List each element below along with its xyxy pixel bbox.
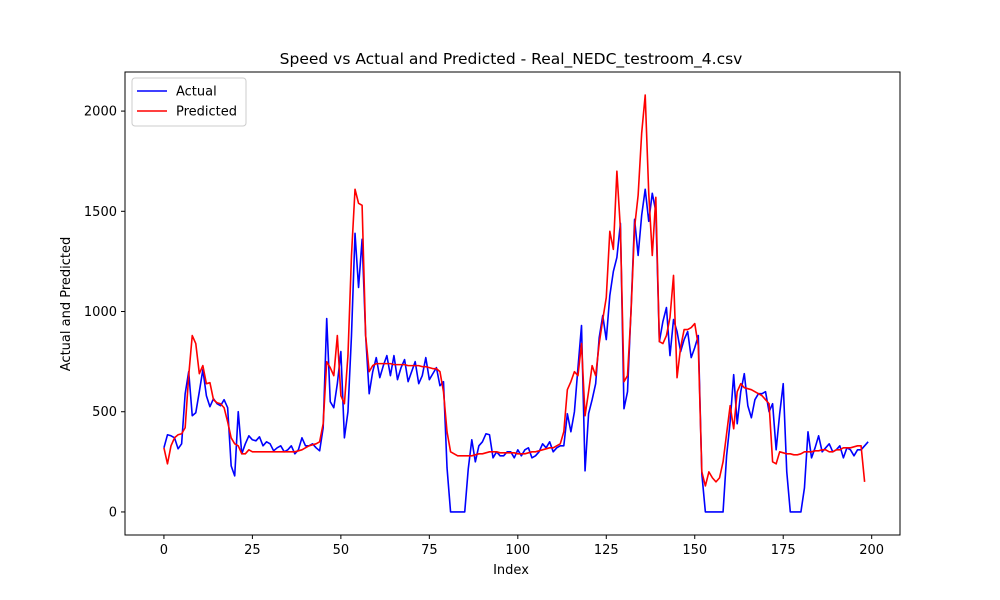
y-tick-label: 2000	[84, 105, 117, 120]
x-tick-label: 75	[421, 543, 438, 558]
x-axis-title: Index	[493, 563, 529, 578]
x-tick-label: 50	[333, 543, 350, 558]
plot-frame	[124, 71, 901, 536]
x-tick-label: 200	[859, 543, 884, 558]
x-tick-label: 150	[682, 543, 707, 558]
y-tick-label: 1500	[84, 205, 117, 220]
x-tick-label: 0	[160, 543, 168, 558]
legend: Actual Predicted	[131, 77, 247, 127]
legend-box	[131, 77, 247, 127]
y-axis-title: Actual and Predicted	[59, 237, 74, 371]
legend-label-actual: Actual	[176, 85, 217, 100]
chart-title: Speed vs Actual and Predicted - Real_NED…	[280, 50, 743, 69]
x-tick-label: 175	[771, 543, 796, 558]
x-tick-label: 25	[244, 543, 261, 558]
x-tick-label: 100	[505, 543, 530, 558]
series-line-actual	[163, 188, 869, 513]
y-tick-label: 500	[92, 405, 117, 420]
y-tick-label: 0	[109, 505, 117, 520]
legend-label-predicted: Predicted	[176, 105, 237, 120]
series-line-predicted	[163, 94, 866, 487]
x-tick-label: 125	[594, 543, 619, 558]
y-tick-label: 1000	[84, 305, 117, 320]
